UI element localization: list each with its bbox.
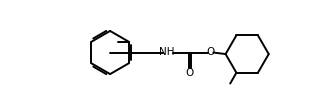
Text: O: O [185,67,194,78]
Text: NH: NH [159,47,175,57]
Text: O: O [206,47,214,57]
